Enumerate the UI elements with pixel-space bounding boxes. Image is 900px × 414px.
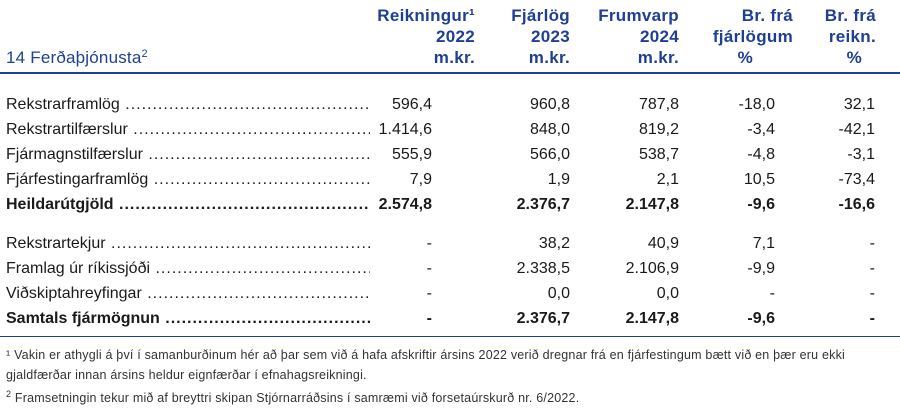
header-line: m.kr.: [433, 48, 475, 67]
header-line: reikn.: [828, 27, 876, 46]
cell-fjarlog: 1,9: [547, 171, 570, 188]
row-label: Rekstrartilfærslur: [6, 118, 370, 141]
section-title: 14 Ferðaþjónusta2: [6, 47, 148, 68]
cell-br-fjarlogum: -4,8: [747, 146, 775, 163]
header-line: m.kr.: [528, 48, 570, 67]
header-line: 2024: [639, 27, 679, 46]
row-label: Rekstrarframlög: [6, 93, 370, 116]
cell-fjarlog: 2.376,7: [516, 310, 570, 327]
total-row-financing: Samtals fjármögnun - 2.376,7 2.147,8 -9,…: [0, 307, 900, 330]
header-line: %: [737, 48, 753, 67]
total-row-expenditure: Heildarútgjöld 2.574,8 2.376,7 2.147,8 -…: [0, 193, 900, 216]
header-line: Fjárlög: [511, 6, 570, 25]
column-header-br-reikn: Br. frá reikn. %: [825, 5, 876, 68]
header-line: Br. frá: [741, 6, 793, 25]
footnote-text: Framsetningin tekur mið af breyttri skip…: [14, 391, 580, 405]
header-line: m.kr.: [637, 48, 679, 67]
header-rule: [0, 72, 900, 74]
cell-br-reikn: -3,1: [847, 146, 875, 163]
cell-frumvarp: 538,7: [638, 146, 679, 163]
cell-br-reikn: -: [869, 310, 875, 327]
table-row: Framlag úr ríkissjóði - 2.338,5 2.106,9 …: [0, 257, 900, 280]
cell-reikningur: -: [426, 285, 432, 302]
cell-reikningur: -: [426, 310, 432, 327]
cell-br-fjarlogum: 7,1: [752, 235, 775, 252]
cell-frumvarp: 40,9: [647, 235, 679, 252]
column-header-br-fjarlogum: Br. frá fjárlögum %: [713, 5, 793, 68]
cell-fjarlog: 960,8: [529, 96, 570, 113]
header-line: Frumvarp: [598, 6, 679, 25]
cell-br-reikn: -16,6: [838, 196, 875, 213]
table-row: Rekstrartekjur - 38,2 40,9 7,1 -: [0, 232, 900, 255]
table-row: Fjárfestingarframlög 7,9 1,9 2,1 10,5 -7…: [0, 168, 900, 191]
cell-frumvarp: 2,1: [656, 171, 679, 188]
cell-reikningur: 2.574,8: [378, 196, 432, 213]
cell-fjarlog: 2.376,7: [516, 196, 570, 213]
cell-br-reikn: -73,4: [838, 171, 875, 188]
column-header-fjarlog: Fjárlög 2023 m.kr.: [511, 5, 570, 68]
cell-br-reikn: -: [869, 235, 875, 252]
cell-reikningur: 7,9: [409, 171, 432, 188]
cell-br-fjarlogum: -9,9: [747, 260, 775, 277]
row-label: Heildarútgjöld: [6, 193, 370, 216]
footer-rule: [0, 336, 900, 337]
cell-frumvarp: 819,2: [638, 121, 679, 138]
cell-reikningur: 555,9: [391, 146, 432, 163]
cell-fjarlog: 0,0: [547, 285, 570, 302]
footnote-mark: ¹: [6, 348, 11, 362]
cell-frumvarp: 787,8: [638, 96, 679, 113]
cell-frumvarp: 0,0: [656, 285, 679, 302]
row-label: Samtals fjármögnun: [6, 307, 370, 330]
cell-br-fjarlogum: -: [769, 285, 775, 302]
cell-br-fjarlogum: -3,4: [747, 121, 775, 138]
row-label: Fjármagnstilfærslur: [6, 143, 370, 166]
cell-fjarlog: 566,0: [529, 146, 570, 163]
cell-reikningur: -: [426, 235, 432, 252]
cell-frumvarp: 2.147,8: [625, 310, 679, 327]
cell-br-reikn: 32,1: [843, 96, 875, 113]
cell-br-fjarlogum: -9,6: [747, 310, 775, 327]
cell-br-fjarlogum: 10,5: [743, 171, 775, 188]
footnote-mark: 2: [6, 389, 12, 399]
cell-br-reikn: -: [869, 260, 875, 277]
row-label: Framlag úr ríkissjóði: [6, 257, 370, 280]
footnote-2: 2 Framsetningin tekur mið af breyttri sk…: [6, 388, 886, 408]
row-label: Rekstrartekjur: [6, 232, 370, 255]
cell-frumvarp: 2.106,9: [625, 260, 679, 277]
row-label: Viðskiptahreyfingar: [6, 282, 370, 305]
column-header-reikningur: Reikningur¹ 2022 m.kr.: [377, 5, 475, 68]
table-row: Viðskiptahreyfingar - 0,0 0,0 - -: [0, 282, 900, 305]
table-row: Fjármagnstilfærslur 555,9 566,0 538,7 -4…: [0, 143, 900, 166]
table-row: Rekstrartilfærslur 1.414,6 848,0 819,2 -…: [0, 118, 900, 141]
header-line: fjárlögum: [712, 27, 793, 46]
header-line: 2022: [435, 27, 475, 46]
cell-fjarlog: 2.338,5: [516, 260, 570, 277]
cell-br-fjarlogum: -9,6: [747, 196, 775, 213]
cell-br-fjarlogum: -18,0: [738, 96, 775, 113]
table-row: Rekstrarframlög 596,4 960,8 787,8 -18,0 …: [0, 93, 900, 116]
footnote-1: ¹ Vakin er athygli á því í samanburðinum…: [6, 345, 886, 385]
footnote-mark: 2: [141, 48, 148, 60]
row-label: Fjárfestingarframlög: [6, 168, 370, 191]
cell-br-reikn: -: [869, 285, 875, 302]
header-line: 2023: [530, 27, 570, 46]
cell-reikningur: 1.414,6: [378, 121, 432, 138]
cell-br-reikn: -42,1: [838, 121, 875, 138]
cell-reikningur: 596,4: [391, 96, 432, 113]
cell-frumvarp: 2.147,8: [625, 196, 679, 213]
header-line: %: [846, 48, 862, 67]
header-line: Br. frá: [824, 6, 876, 25]
cell-fjarlog: 848,0: [529, 121, 570, 138]
cell-reikningur: -: [426, 260, 432, 277]
column-header-frumvarp: Frumvarp 2024 m.kr.: [598, 5, 679, 68]
section-title-text: 14 Ferðaþjónusta: [6, 48, 142, 67]
header-line: Reikningur¹: [377, 6, 475, 25]
footnote-text: Vakin er athygli á því í samanburðinum h…: [6, 348, 846, 382]
cell-fjarlog: 38,2: [538, 235, 570, 252]
